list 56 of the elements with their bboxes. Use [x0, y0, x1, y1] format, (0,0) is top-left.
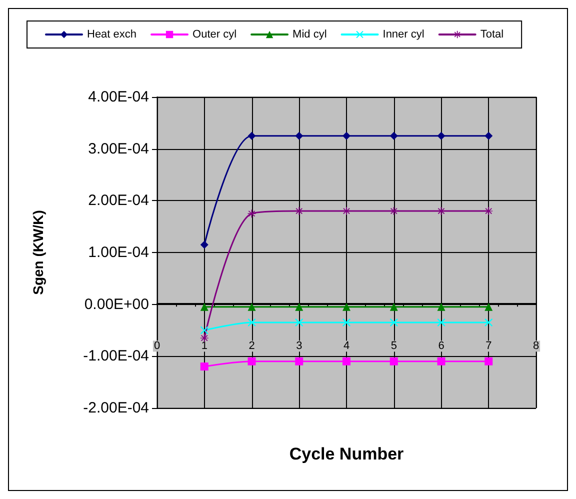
- y-tick-label: 0.00E+00: [84, 296, 149, 313]
- point: [200, 302, 208, 311]
- point: [390, 318, 398, 326]
- point: [484, 302, 493, 311]
- y-tick-label: 4.00E-04: [88, 88, 149, 106]
- point: [248, 302, 256, 311]
- y-tick-label: 2.00E-04: [88, 192, 149, 210]
- x-tick-label: 6: [438, 340, 444, 352]
- x-tick-label: 2: [248, 340, 255, 352]
- point: [295, 302, 304, 311]
- point: [484, 132, 493, 140]
- x-tick-label: 3: [296, 340, 302, 352]
- legend-label: Total: [480, 28, 504, 40]
- point: [295, 318, 304, 326]
- point: [484, 357, 493, 366]
- y-tick-label: -1.00E-04: [83, 348, 149, 365]
- point: [484, 318, 493, 326]
- point: [295, 132, 304, 140]
- point: [437, 302, 446, 311]
- point: [342, 318, 350, 326]
- x-tick-label: 4: [343, 340, 350, 352]
- legend-label: Heat exch: [87, 28, 137, 40]
- point: [295, 357, 304, 366]
- point: [200, 326, 208, 334]
- y-tick-label: 3.00E-04: [88, 140, 149, 158]
- point: [390, 357, 398, 366]
- point: [437, 132, 446, 140]
- y-axis-title: Sgen (KW/K): [30, 210, 46, 295]
- legend-label: Inner cyl: [382, 28, 424, 40]
- x-tick-label: 7: [486, 340, 492, 352]
- point: [390, 132, 398, 140]
- legend-label: Outer cyl: [192, 28, 237, 40]
- point: [248, 132, 256, 140]
- point: [295, 207, 304, 216]
- point: [437, 207, 446, 216]
- point: [248, 318, 256, 326]
- point: [390, 302, 398, 311]
- legend-label: Mid cyl: [292, 28, 327, 40]
- point: [342, 207, 350, 216]
- point: [437, 357, 446, 366]
- point: [390, 207, 398, 216]
- point: [437, 318, 446, 326]
- point: [248, 357, 256, 366]
- point: [342, 132, 350, 140]
- point: [200, 362, 208, 371]
- x-tick-label: 5: [390, 340, 397, 352]
- point: [342, 357, 350, 366]
- x-axis-title: Cycle Number: [289, 444, 404, 464]
- x-tick-label: 0: [154, 340, 160, 352]
- point: [484, 207, 493, 216]
- x-tick-label: 8: [532, 340, 540, 352]
- x-tick-label: 1: [201, 340, 208, 352]
- y-tick-label: -2.00E-04: [83, 400, 149, 416]
- y-tick-label: 1.00E-04: [88, 244, 149, 261]
- point: [200, 240, 208, 249]
- point: [342, 302, 350, 311]
